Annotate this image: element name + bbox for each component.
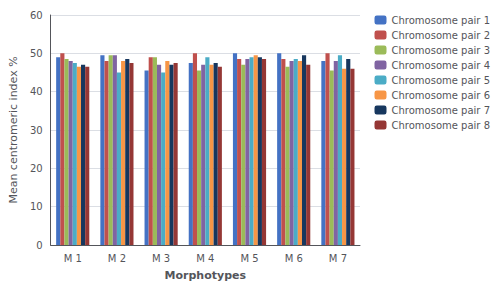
svg-text:Chromosome pair 2: Chromosome pair 2 [392,30,491,41]
svg-text:M 2: M 2 [108,253,126,264]
svg-text:Morphotypes: Morphotypes [165,269,247,282]
svg-text:Chromosome pair 5: Chromosome pair 5 [392,75,491,86]
svg-text:M 4: M 4 [196,253,214,264]
svg-text:M 3: M 3 [152,253,170,264]
svg-text:Chromosome pair 6: Chromosome pair 6 [392,90,491,101]
svg-text:50: 50 [30,48,43,59]
svg-text:60: 60 [30,10,43,21]
svg-text:M 6: M 6 [285,253,303,264]
svg-text:40: 40 [30,86,43,97]
svg-text:Chromosome pair 4: Chromosome pair 4 [392,60,491,71]
svg-text:10: 10 [30,201,43,212]
svg-text:20: 20 [30,163,43,174]
svg-text:Chromosome pair 7: Chromosome pair 7 [392,105,491,116]
svg-text:Chromosome pair 1: Chromosome pair 1 [392,15,491,26]
svg-text:Mean centromeric index %: Mean centromeric index % [7,56,20,203]
svg-text:M 1: M 1 [64,253,82,264]
svg-text:M 5: M 5 [240,253,258,264]
svg-text:M 7: M 7 [329,253,347,264]
svg-text:Chromosome pair 3: Chromosome pair 3 [392,45,491,56]
svg-text:30: 30 [30,125,43,136]
svg-text:0: 0 [36,240,42,251]
svg-text:Chromosome pair 8: Chromosome pair 8 [392,120,491,131]
